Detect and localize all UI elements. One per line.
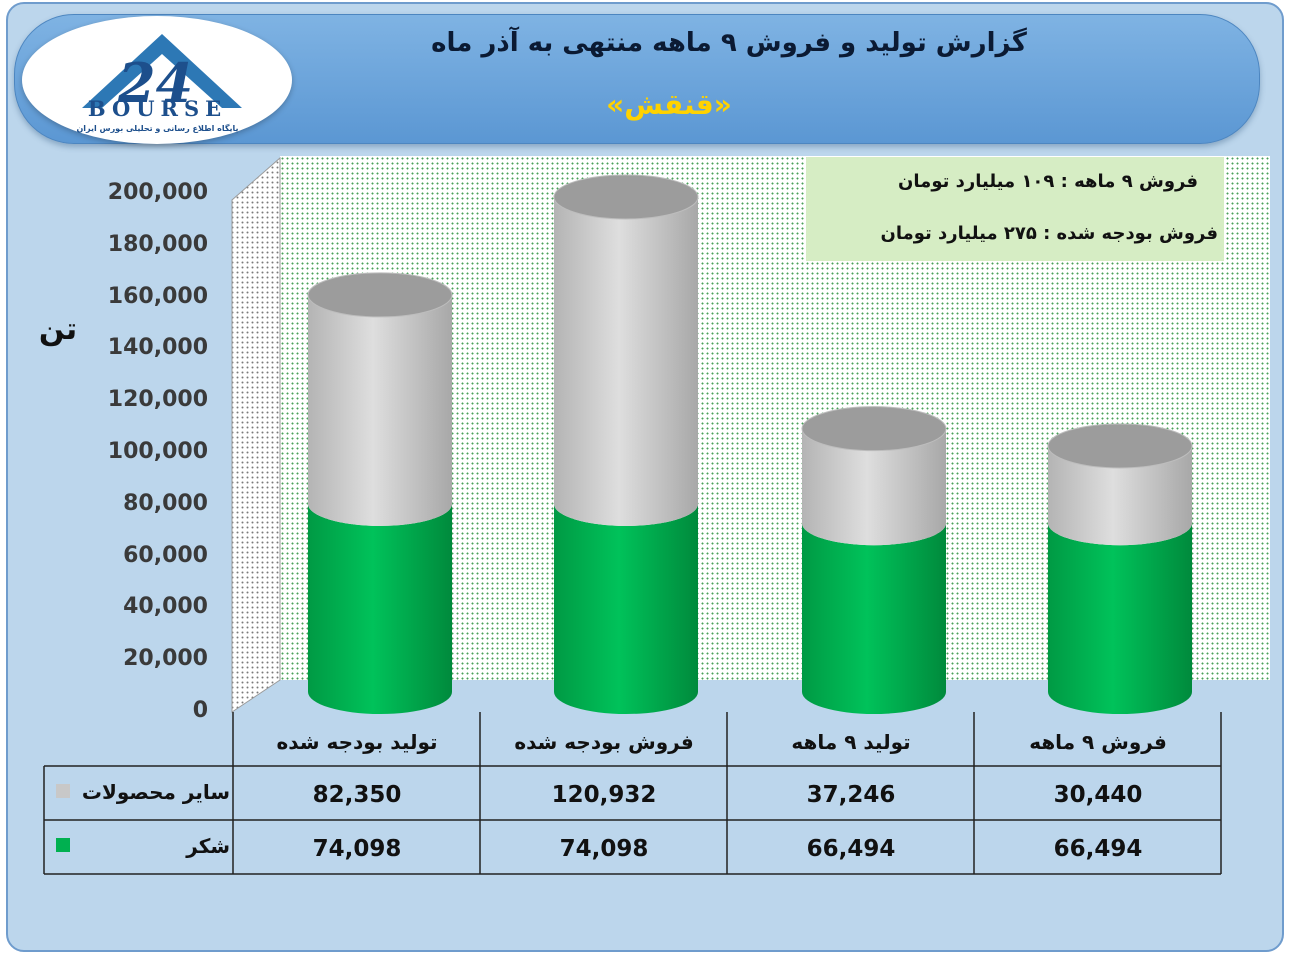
- y-tick-label: 60,000: [123, 542, 208, 568]
- table-cell-value: 120,932: [551, 782, 657, 808]
- bar-other-products: [308, 294, 452, 526]
- chart-title: گزارش تولید و فروش ۹ ماهه منتهی به آذر م…: [431, 28, 1027, 58]
- table-cell-value: 74,098: [312, 836, 402, 862]
- table-cell-value: 66,494: [1053, 836, 1143, 862]
- table-cell-value: 66,494: [806, 836, 896, 862]
- table-cell-value: 82,350: [312, 782, 402, 808]
- y-tick-label: 160,000: [107, 283, 208, 309]
- logo-wordmark: BOURSE: [87, 96, 228, 121]
- table-cell-value: 30,440: [1053, 782, 1143, 808]
- sales-summary-box: فروش ۹ ماهه : ۱۰۹ میلیارد تومان فروش بود…: [806, 157, 1224, 261]
- legend-other-products: سایر محصولات: [46, 766, 232, 818]
- bar-top-cap: [307, 272, 453, 318]
- logo-mark-icon: 24: [82, 34, 242, 115]
- y-tick-label: 40,000: [123, 594, 208, 620]
- summary-9-month-sales: فروش ۹ ماهه : ۱۰۹ میلیارد تومان: [898, 171, 1198, 192]
- category-label: فروش ۹ ماهه: [1029, 730, 1167, 754]
- legend-swatch-grey: [56, 784, 70, 798]
- bar-top-cap: [801, 406, 947, 452]
- bar-top-cap: [1047, 423, 1193, 469]
- y-tick-label: 140,000: [107, 335, 208, 361]
- bar-other-products: [1048, 445, 1192, 546]
- bar-top-cap: [553, 174, 699, 220]
- y-tick-label: 20,000: [123, 646, 208, 672]
- bar-sugar: [554, 503, 698, 714]
- bar-sugar: [802, 523, 946, 714]
- y-axis-label: تن: [38, 312, 78, 347]
- bourse-logo: 24: [22, 16, 292, 144]
- summary-budget-sales: فروش بودجه شده : ۲۷۵ میلیارد تومان: [880, 223, 1218, 244]
- table-cell-value: 74,098: [559, 836, 649, 862]
- y-tick-label: 100,000: [107, 439, 208, 464]
- category-label: فروش بودجه شده: [514, 730, 694, 754]
- y-tick-label: 200,000: [107, 180, 208, 205]
- legend-label: شکر: [186, 834, 230, 858]
- chart-subtitle: «قنقش»: [606, 88, 732, 121]
- category-label: تولید بودجه شده: [276, 730, 438, 754]
- category-label: تولید ۹ ماهه: [791, 730, 911, 754]
- bar-sugar: [308, 503, 452, 714]
- legend-label: سایر محصولات: [81, 780, 230, 804]
- logo-tagline: پایگاه اطلاع رسانی و تحلیلی بورس ایران: [76, 124, 239, 133]
- y-tick-label: 80,000: [123, 490, 208, 516]
- side-wall: [231, 156, 281, 713]
- bar-other-products: [802, 428, 946, 546]
- y-tick-label: 120,000: [107, 387, 208, 413]
- legend-sugar: شکر: [46, 820, 232, 872]
- legend-swatch-green: [56, 838, 70, 852]
- svg-text:24: 24: [117, 51, 193, 115]
- y-tick-label: 0: [192, 698, 208, 723]
- y-tick-label: 180,000: [107, 231, 208, 257]
- bar-sugar: [1048, 523, 1192, 714]
- table-cell-value: 37,246: [806, 782, 896, 808]
- bar-other-products: [554, 196, 698, 526]
